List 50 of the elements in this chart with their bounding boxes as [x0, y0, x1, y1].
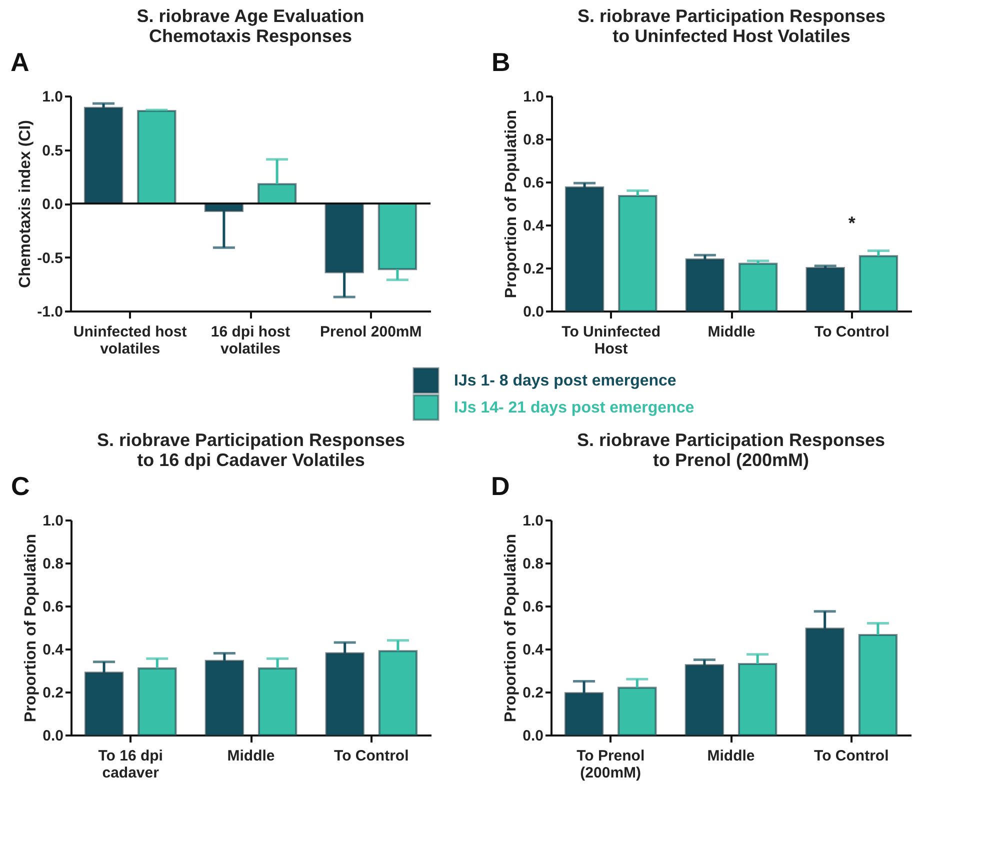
y-tick-label: 1.0	[42, 512, 64, 530]
x-tick-label: To Control	[814, 748, 889, 764]
chart-title: S. riobrave Participation Responses to Uninfected Host Volatiles	[577, 6, 886, 46]
y-tick-label: 0.4	[42, 642, 64, 658]
x-tick-label: To Prenol (200mM)	[576, 748, 645, 782]
y-tick-label: 1.0	[522, 512, 544, 530]
x-tick-label: 16 dpi host volatiles	[210, 324, 290, 358]
y-axis-title: Proportion of Population	[22, 534, 40, 722]
chart-title: S. riobrave Participation Responses to 16 dpi Cadaver Volatiles	[96, 430, 406, 470]
legend-label: IJs 1- 8 days post emergence	[454, 372, 676, 390]
y-tick-label: -1.0	[37, 304, 63, 320]
chart-title: S. riobrave Participation Responses to Prenol (200mM)	[576, 430, 886, 470]
y-tick-label: 1.0	[523, 88, 544, 106]
chart-title: S. riobrave Age Evaluation Chemotaxis Responses	[136, 6, 364, 46]
y-tick-label: 0.8	[42, 556, 64, 572]
y-tick-label: 0.8	[523, 132, 544, 148]
y-axis-title: Proportion of Population	[503, 110, 520, 298]
y-tick-label: 0.0	[522, 728, 544, 744]
x-tick-label: To Control	[334, 748, 409, 764]
y-tick-label: 0.5	[42, 142, 63, 160]
y-tick-label: 0.2	[522, 684, 544, 702]
y-tick-label: 0.4	[523, 218, 545, 234]
y-axis-title: Proportion of Population	[502, 534, 520, 722]
text: A	[10, 47, 30, 77]
text: C	[11, 471, 30, 501]
x-tick-label: Middle	[707, 748, 755, 764]
y-tick-label: 0.4	[522, 642, 544, 658]
y-tick-label: 0.2	[42, 684, 64, 702]
y-tick-label: 1.0	[42, 88, 63, 106]
y-axis-title: Chemotaxis index (CI)	[17, 120, 34, 288]
x-tick-label: Middle	[227, 748, 275, 764]
legend-label: IJs 14- 21 days post emergence	[454, 400, 694, 416]
x-tick-label: Prenol 200mM	[320, 324, 422, 340]
y-tick-label: 0.6	[42, 598, 64, 616]
y-tick-label: -0.5	[37, 250, 63, 267]
x-tick-label: Middle	[708, 324, 756, 340]
x-tick-label: Uninfected host volatiles	[73, 324, 187, 358]
x-tick-label: To 16 dpi cadaver	[98, 748, 163, 782]
text: D	[491, 471, 510, 501]
y-tick-label: 0.0	[42, 196, 63, 213]
y-tick-label: 0.0	[523, 304, 544, 320]
text: B	[492, 47, 510, 77]
x-tick-label: To Control	[814, 324, 890, 340]
annotation: *	[848, 212, 856, 233]
y-tick-label: 0.2	[523, 260, 544, 278]
y-tick-label: 0.0	[42, 728, 64, 744]
y-tick-label: 0.6	[522, 598, 544, 616]
y-tick-label: 0.6	[523, 174, 544, 192]
y-tick-label: 0.8	[522, 556, 544, 572]
x-tick-label: To Uninfected Host	[562, 324, 661, 358]
